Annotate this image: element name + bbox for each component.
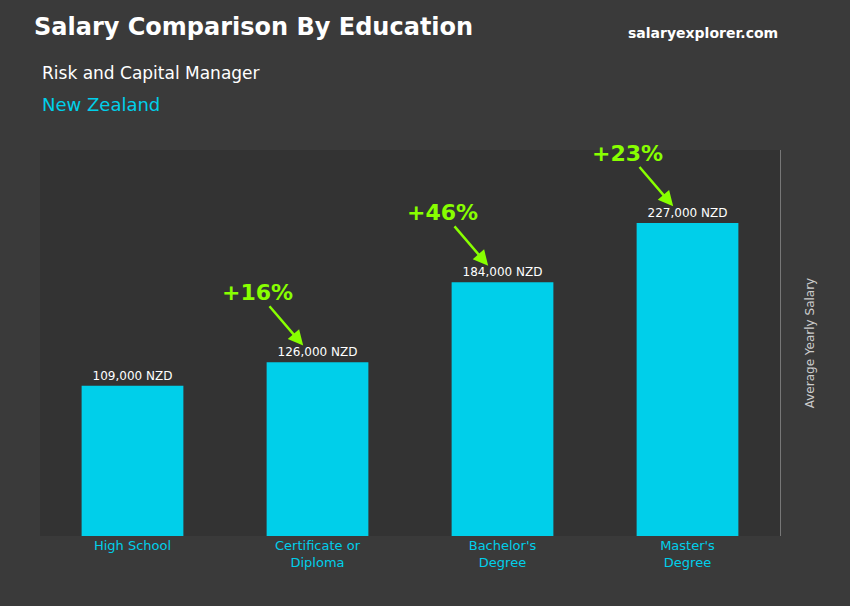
svg-text:Master'sDegree: Master'sDegree bbox=[660, 538, 715, 570]
svg-text:Bachelor'sDegree: Bachelor'sDegree bbox=[469, 538, 537, 570]
svg-text:109,000 NZD: 109,000 NZD bbox=[93, 369, 173, 383]
svg-text:Average Yearly Salary: Average Yearly Salary bbox=[803, 278, 817, 408]
svg-text:High School: High School bbox=[94, 538, 171, 553]
svg-text:+46%: +46% bbox=[407, 200, 478, 225]
svg-text:+23%: +23% bbox=[592, 141, 663, 166]
svg-text:salaryexplorer.com: salaryexplorer.com bbox=[628, 25, 778, 41]
svg-text:227,000 NZD: 227,000 NZD bbox=[648, 206, 728, 220]
svg-text:Certificate orDiploma: Certificate orDiploma bbox=[275, 538, 361, 570]
svg-text:Risk and Capital Manager: Risk and Capital Manager bbox=[42, 63, 260, 83]
svg-text:126,000 NZD: 126,000 NZD bbox=[278, 345, 358, 359]
svg-text:New Zealand: New Zealand bbox=[42, 94, 160, 115]
svg-text:Salary Comparison By Education: Salary Comparison By Education bbox=[34, 13, 473, 41]
svg-text:184,000 NZD: 184,000 NZD bbox=[463, 265, 543, 279]
svg-text:+16%: +16% bbox=[222, 280, 293, 305]
